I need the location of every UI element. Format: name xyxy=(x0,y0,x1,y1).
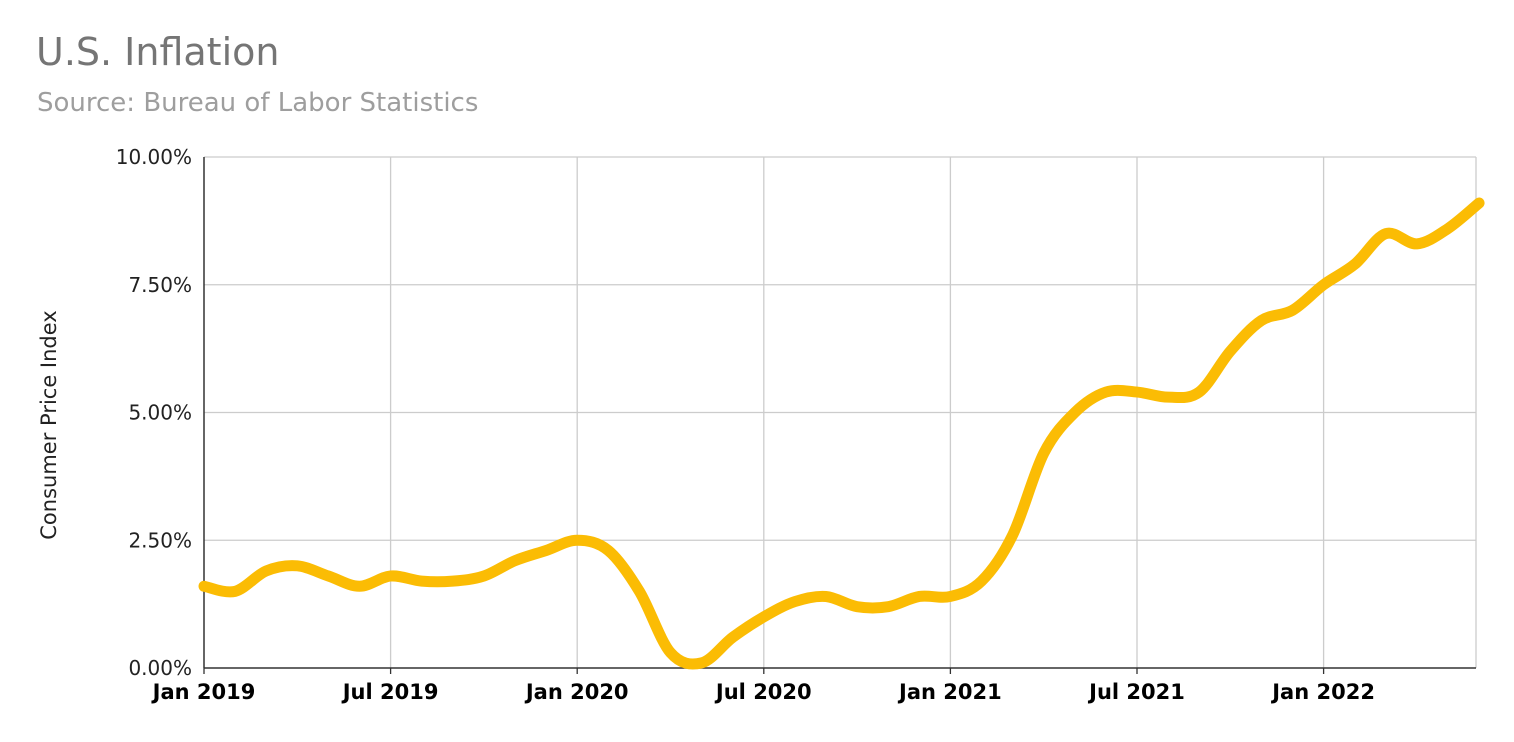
y-tick-label: 5.00% xyxy=(128,401,192,425)
chart-title: U.S. Inflation xyxy=(36,30,280,74)
x-tick-label: Jan 2019 xyxy=(151,680,256,704)
y-tick-label: 7.50% xyxy=(128,273,192,297)
x-tick-label: Jul 2021 xyxy=(1087,680,1185,704)
series xyxy=(198,197,1485,670)
x-tick-label: Jan 2022 xyxy=(1270,680,1375,704)
chart-subtitle: Source: Bureau of Labor Statistics xyxy=(37,88,479,118)
grid xyxy=(204,156,1477,668)
y-axis-label: Consumer Price Index xyxy=(37,310,61,539)
y-tick-label: 10.00% xyxy=(116,145,192,169)
x-tick-label: Jul 2020 xyxy=(714,680,812,704)
y-axis-ticks: 0.00% 2.50% 5.00% 7.50% 10.00% xyxy=(116,145,192,680)
y-tick-label: 2.50% xyxy=(128,528,192,552)
y-tick-label: 0.00% xyxy=(128,656,192,680)
x-tick-label: Jan 2020 xyxy=(524,680,629,704)
x-axis-ticks: Jan 2019 Jul 2019 Jan 2020 Jul 2020 Jan 2021… xyxy=(151,680,1375,704)
series-line xyxy=(198,197,1485,670)
x-tick-label: Jul 2019 xyxy=(341,680,439,704)
x-tick-label: Jan 2021 xyxy=(897,680,1002,704)
